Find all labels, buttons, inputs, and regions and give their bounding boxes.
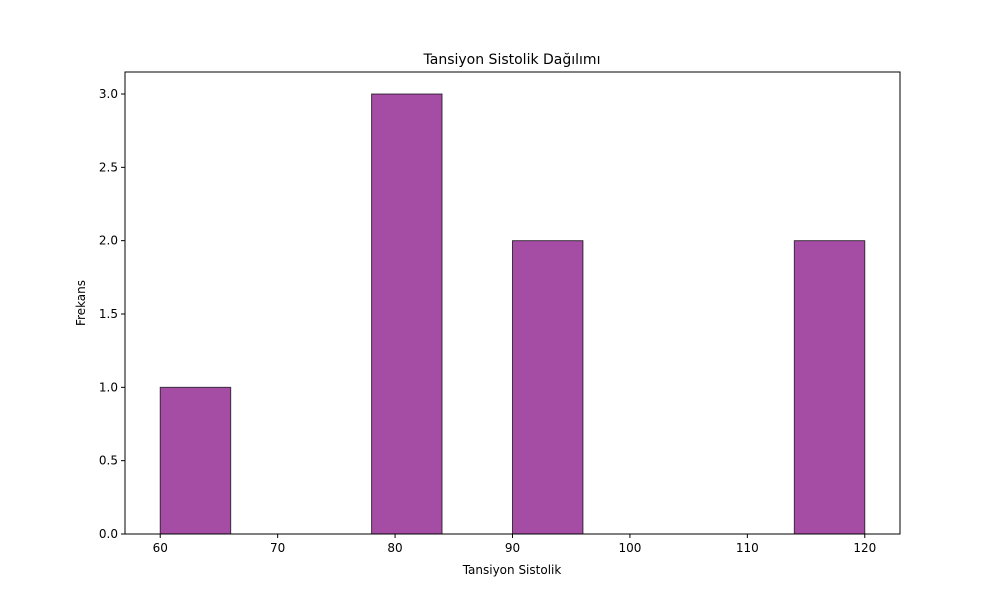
x-tick-label-6: 120 xyxy=(853,541,876,555)
chart-title: Tansiyon Sistolik Dağılımı xyxy=(423,52,601,68)
y-tick-label-0: 0.0 xyxy=(99,527,118,541)
bars-group xyxy=(159,93,866,535)
y-axis-ticks: 0.0 0.5 1.0 1.5 2.0 2.5 3.0 xyxy=(99,87,125,541)
histogram-bar-5 xyxy=(512,240,584,535)
x-tick-label-4: 100 xyxy=(618,541,641,555)
x-axis-label: Tansiyon Sistolik xyxy=(462,563,562,577)
y-tick-label-5: 2.5 xyxy=(99,160,118,174)
y-axis-label: Frekans xyxy=(74,280,88,326)
y-tick-label-6: 3.0 xyxy=(99,87,118,101)
histogram-bar-9 xyxy=(793,240,866,535)
y-tick-label-4: 2.0 xyxy=(99,234,118,248)
x-tick-label-0: 60 xyxy=(153,541,168,555)
x-tick-label-3: 90 xyxy=(505,541,520,555)
histogram-bar-0 xyxy=(159,386,232,535)
plot-frame xyxy=(124,71,901,535)
y-tick-label-3: 1.5 xyxy=(99,307,118,321)
y-tick-label-1: 0.5 xyxy=(99,454,118,468)
histogram-bar-3 xyxy=(371,93,443,535)
x-tick-label-1: 70 xyxy=(270,541,285,555)
x-tick-label-2: 80 xyxy=(387,541,402,555)
x-tick-label-5: 110 xyxy=(736,541,759,555)
y-tick-label-2: 1.0 xyxy=(99,380,118,394)
x-axis-ticks: 60 70 80 90 100 110 120 xyxy=(153,534,876,555)
